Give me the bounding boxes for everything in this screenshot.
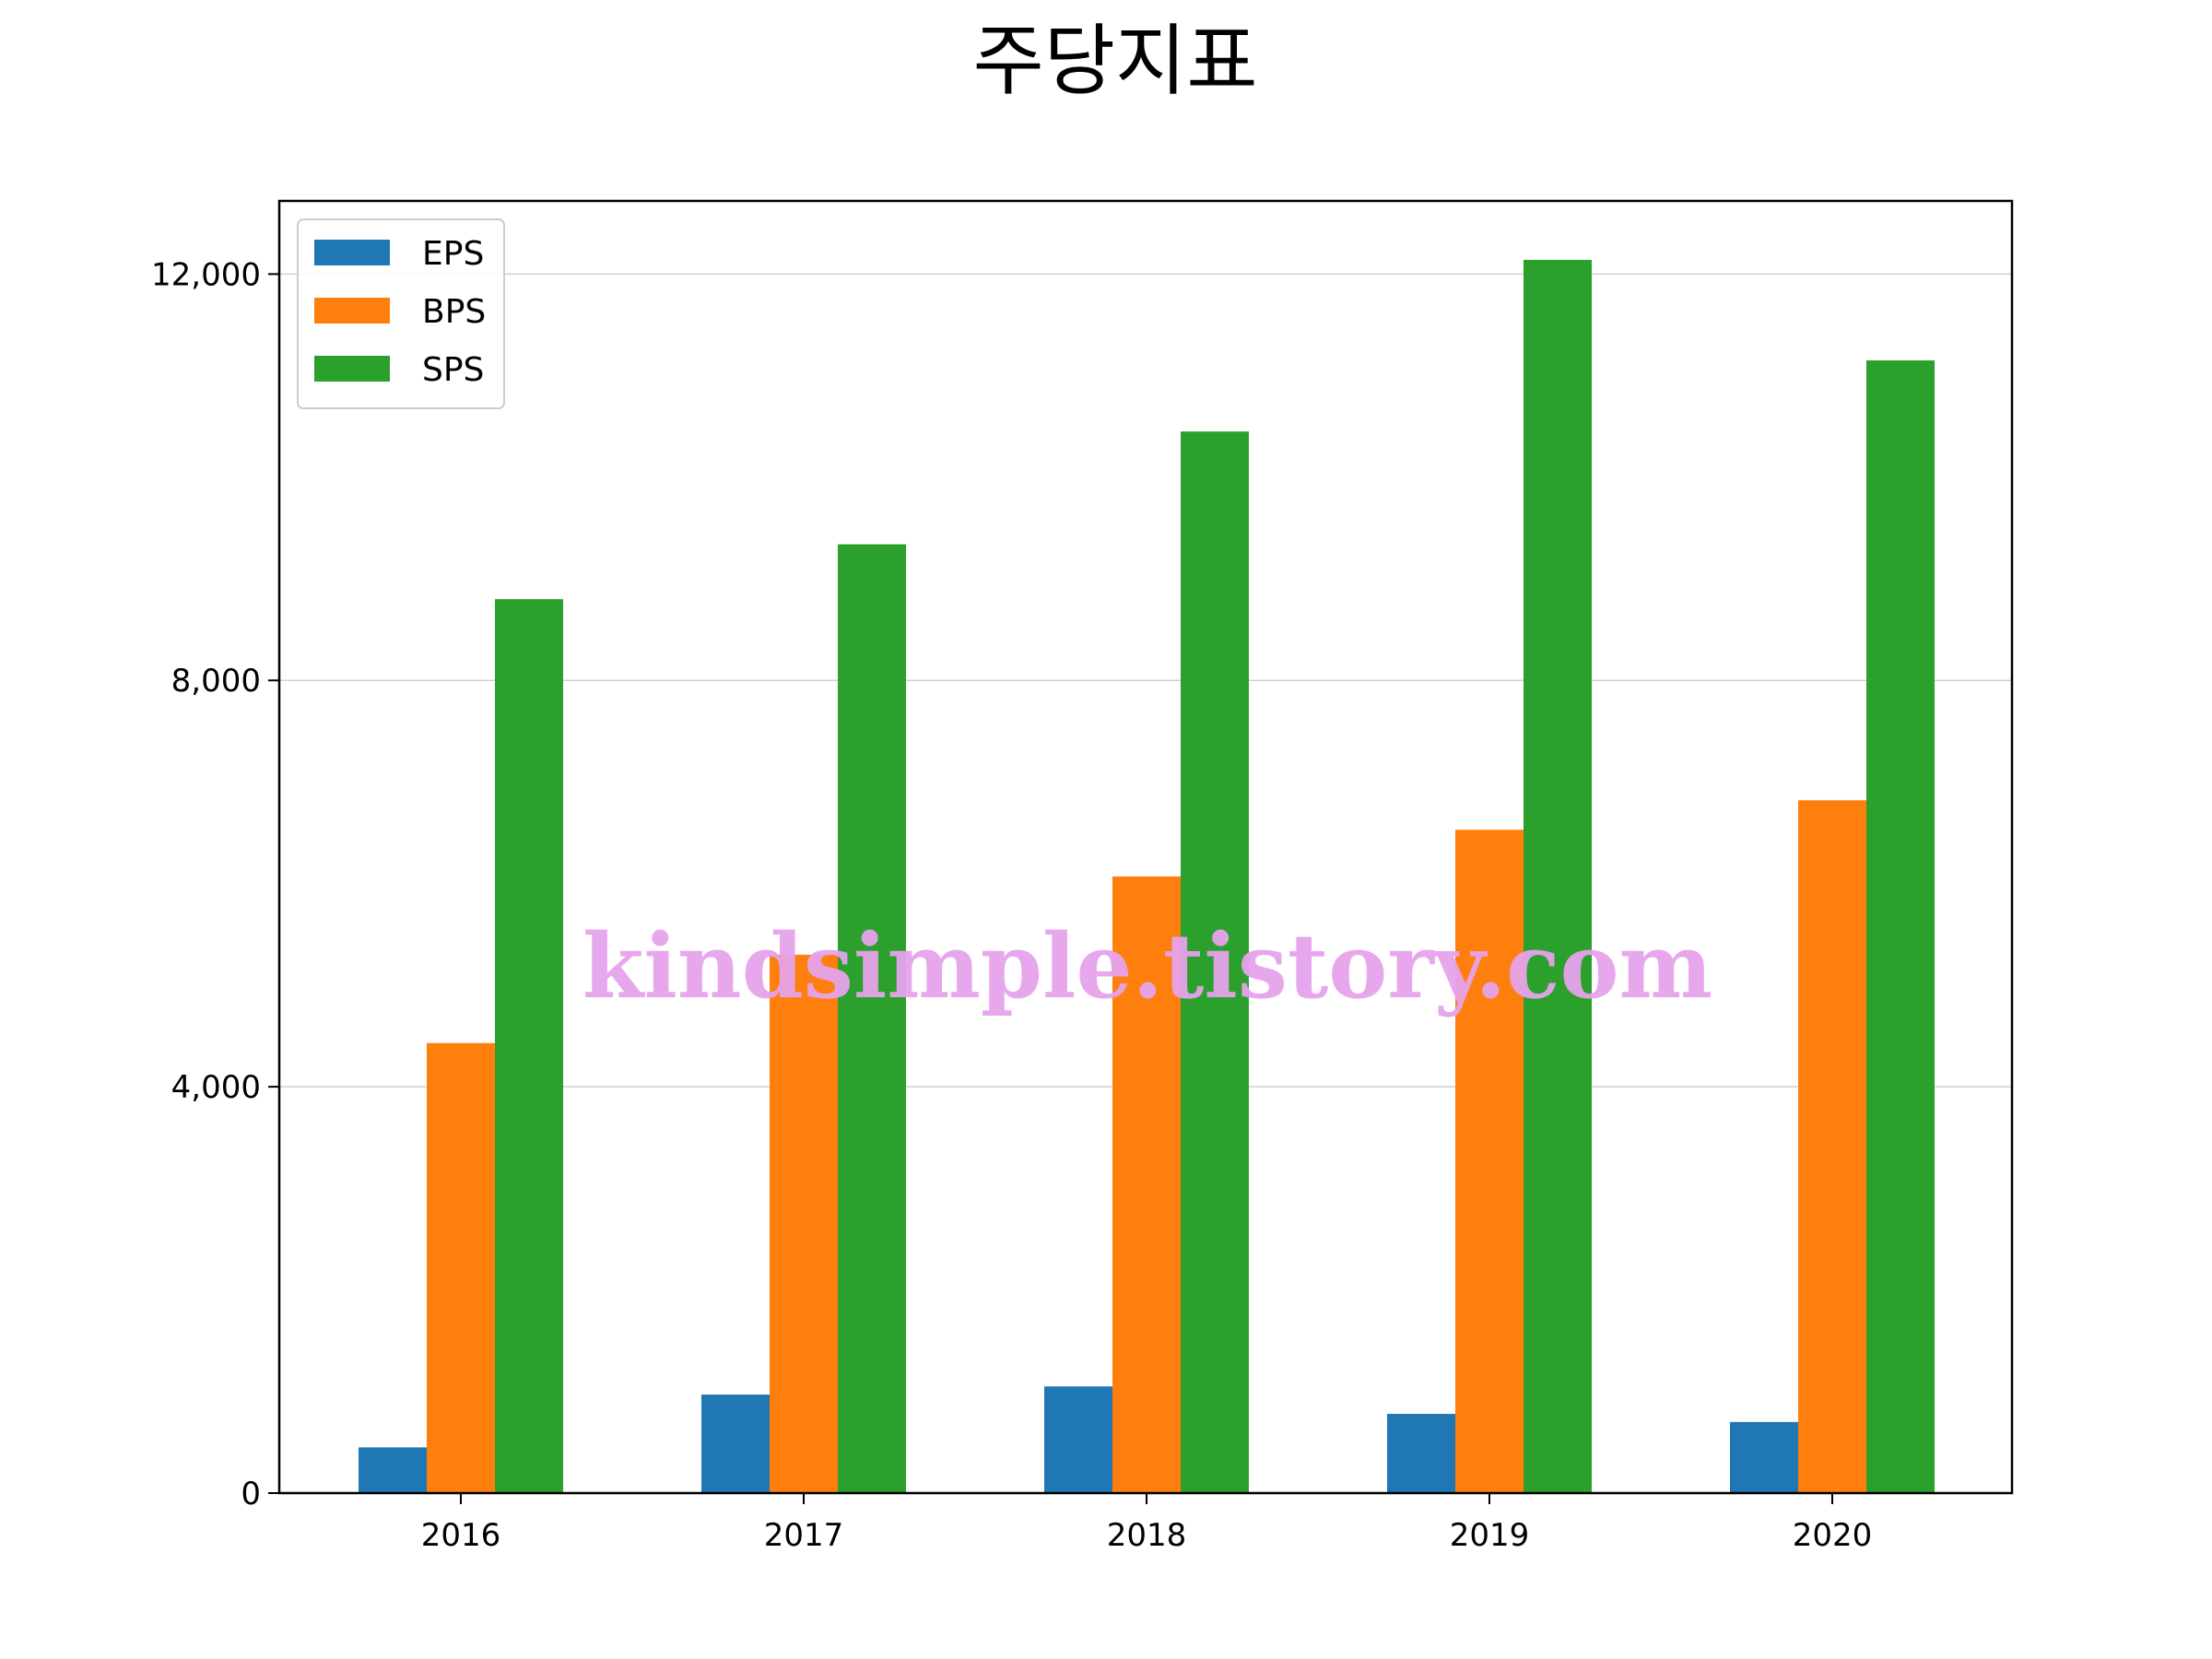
bar-bps-2020 [1798, 800, 1866, 1493]
bar-bps-2019 [1455, 830, 1524, 1493]
bar-bps-2017 [770, 954, 838, 1493]
legend-label-eps: EPS [422, 235, 484, 273]
bars [359, 259, 1935, 1494]
axis-ticks: 0 4,000 8,000 12,000 2016 2017 2018 2019 2020 [151, 256, 1872, 1554]
bar-sps-2018 [1181, 431, 1249, 1493]
legend-label-bps: BPS [422, 293, 486, 331]
bar-eps-2018 [1044, 1386, 1112, 1493]
bar-eps-2016 [359, 1447, 427, 1493]
legend-label-sps: SPS [422, 351, 484, 389]
legend-swatch-sps [314, 356, 390, 382]
y-tick-label: 12,000 [151, 256, 261, 293]
bar-bps-2018 [1112, 876, 1181, 1493]
x-tick-label: 2020 [1793, 1517, 1873, 1554]
y-tick-label: 0 [241, 1476, 261, 1512]
bar-bps-2016 [427, 1042, 495, 1493]
bar-eps-2020 [1730, 1421, 1798, 1493]
bar-sps-2016 [495, 599, 563, 1493]
legend-swatch-eps [314, 240, 390, 265]
bar-sps-2017 [838, 544, 906, 1494]
legend: EPS BPS SPS [297, 218, 505, 409]
bar-sps-2020 [1866, 360, 1935, 1493]
bar-sps-2019 [1524, 259, 1592, 1493]
x-tick-label: 2016 [421, 1517, 501, 1554]
x-tick-label: 2018 [1107, 1517, 1187, 1554]
y-tick-label: 8,000 [171, 663, 261, 700]
bar-eps-2019 [1387, 1414, 1455, 1493]
x-tick-label: 2019 [1450, 1517, 1530, 1554]
y-tick-label: 4,000 [171, 1069, 261, 1106]
watermark: kindsimple.tistory.com [582, 914, 1712, 1018]
bar-eps-2017 [701, 1394, 770, 1493]
legend-swatch-bps [314, 298, 390, 324]
chart-title: 주당지표 [972, 16, 1257, 106]
x-tick-label: 2017 [764, 1517, 844, 1554]
